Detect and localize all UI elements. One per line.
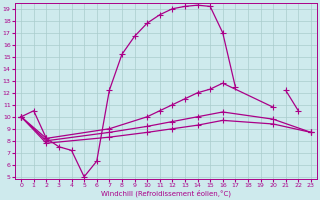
X-axis label: Windchill (Refroidissement éolien,°C): Windchill (Refroidissement éolien,°C) <box>101 190 231 197</box>
